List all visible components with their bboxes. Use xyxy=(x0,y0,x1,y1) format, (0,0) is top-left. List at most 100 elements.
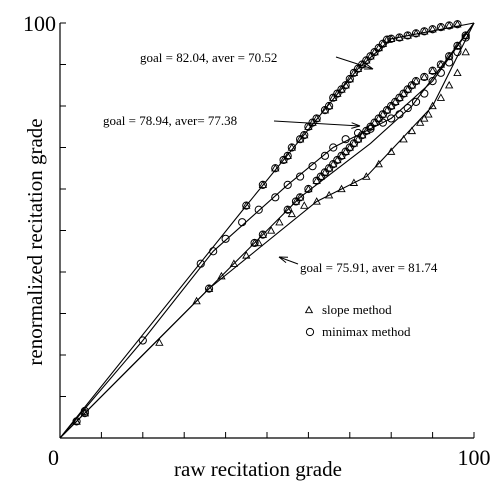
annotation-arrowhead xyxy=(351,125,361,129)
triangle-marker xyxy=(374,159,383,168)
triangle-marker xyxy=(366,122,375,130)
circle-marker xyxy=(138,336,147,345)
legend: slope method minimax method xyxy=(304,302,411,339)
triangle-marker xyxy=(444,21,454,29)
series-markers xyxy=(72,19,470,426)
triangle-marker xyxy=(349,68,359,76)
triangle-marker xyxy=(436,93,446,101)
triangle-marker xyxy=(316,172,325,180)
triangle-marker xyxy=(395,93,404,101)
triangle-marker xyxy=(312,176,321,184)
annotation-pointer xyxy=(335,56,374,70)
triangle-marker xyxy=(395,33,404,41)
triangle-marker xyxy=(461,31,470,39)
triangle-marker xyxy=(349,139,359,147)
triangle-marker xyxy=(403,31,412,39)
triangle-marker xyxy=(387,34,396,42)
triangle-marker xyxy=(283,151,292,159)
legend-label-slope: slope method xyxy=(322,302,392,317)
annotation-arrowhead xyxy=(278,256,287,264)
circle-marker xyxy=(436,68,445,77)
triangle-marker xyxy=(345,143,354,151)
y-axis-label: renormalized recitation grade xyxy=(23,118,47,365)
triangle-marker xyxy=(370,47,379,56)
circle-marker xyxy=(341,135,350,144)
triangle-marker xyxy=(420,72,429,81)
triangle-marker xyxy=(287,209,297,218)
triangle-marker xyxy=(436,60,446,68)
triangle-marker xyxy=(337,184,346,193)
triangle-marker xyxy=(312,197,321,205)
triangle-marker xyxy=(304,305,314,314)
circle-marker xyxy=(445,58,454,67)
circle-marker xyxy=(238,218,247,227)
triangle-marker xyxy=(428,101,437,110)
triangle-marker xyxy=(324,190,334,199)
triangle-marker xyxy=(337,151,346,159)
series-lines xyxy=(59,22,475,439)
triangle-marker xyxy=(362,126,371,135)
triangle-marker xyxy=(300,130,309,139)
triangle-marker xyxy=(374,43,383,52)
triangle-marker xyxy=(399,89,408,97)
circle-marker xyxy=(411,97,421,106)
triangle-marker xyxy=(403,85,412,93)
triangle-marker xyxy=(358,60,367,68)
circle-marker xyxy=(196,259,205,268)
triangle-marker xyxy=(366,51,375,60)
triangle-marker xyxy=(391,97,400,106)
triangle-marker xyxy=(204,284,214,292)
triangle-marker xyxy=(411,29,421,37)
triangle-marker xyxy=(72,417,81,425)
triangle-marker xyxy=(283,205,292,213)
triangle-marker xyxy=(295,192,305,201)
annotation-goal-82: goal = 82.04, aver = 70.52 xyxy=(140,50,277,65)
circle-marker xyxy=(320,151,330,160)
triangle-marker xyxy=(320,105,330,114)
y-tick-label: 100 xyxy=(23,11,56,36)
x-tick-label: 0 xyxy=(48,445,59,470)
triangle-marker xyxy=(279,155,288,164)
triangle-marker xyxy=(324,163,334,172)
triangle-marker xyxy=(378,109,388,118)
triangle-marker xyxy=(370,118,379,126)
triangle-marker xyxy=(300,201,309,209)
triangle-marker xyxy=(217,271,226,280)
triangle-marker xyxy=(266,226,276,234)
series-line xyxy=(59,22,475,439)
circle-marker xyxy=(403,103,412,113)
triangle-marker xyxy=(428,24,437,33)
circle-marker xyxy=(428,77,437,86)
triangle-marker xyxy=(80,408,90,417)
circle-marker xyxy=(366,124,375,133)
triangle-marker xyxy=(349,178,359,186)
triangle-marker xyxy=(341,80,350,89)
triangle-marker xyxy=(407,80,417,89)
triangle-marker xyxy=(420,114,429,122)
triangle-marker xyxy=(258,180,268,189)
y-axis-ticks: 100 xyxy=(23,11,66,397)
circle-marker xyxy=(353,128,363,138)
triangle-marker xyxy=(250,238,259,247)
triangle-marker xyxy=(320,168,330,176)
circle-marker xyxy=(80,406,89,416)
triangle-marker xyxy=(353,134,363,143)
triangle-marker xyxy=(275,217,284,226)
triangle-marker xyxy=(461,47,470,56)
triangle-marker xyxy=(424,109,433,118)
triangle-marker xyxy=(242,201,251,209)
triangle-marker xyxy=(333,155,342,164)
triangle-marker xyxy=(353,64,363,72)
triangle-marker xyxy=(362,56,371,64)
circle-marker xyxy=(271,193,280,202)
triangle-marker xyxy=(453,19,462,28)
circle-marker xyxy=(305,327,315,337)
circle-marker xyxy=(453,47,462,57)
triangle-marker xyxy=(341,147,350,155)
circle-marker xyxy=(420,89,429,98)
circle-marker xyxy=(296,172,305,181)
triangle-marker xyxy=(242,251,251,259)
series-line xyxy=(59,22,475,439)
triangle-marker xyxy=(420,26,429,35)
triangle-marker xyxy=(444,80,454,89)
